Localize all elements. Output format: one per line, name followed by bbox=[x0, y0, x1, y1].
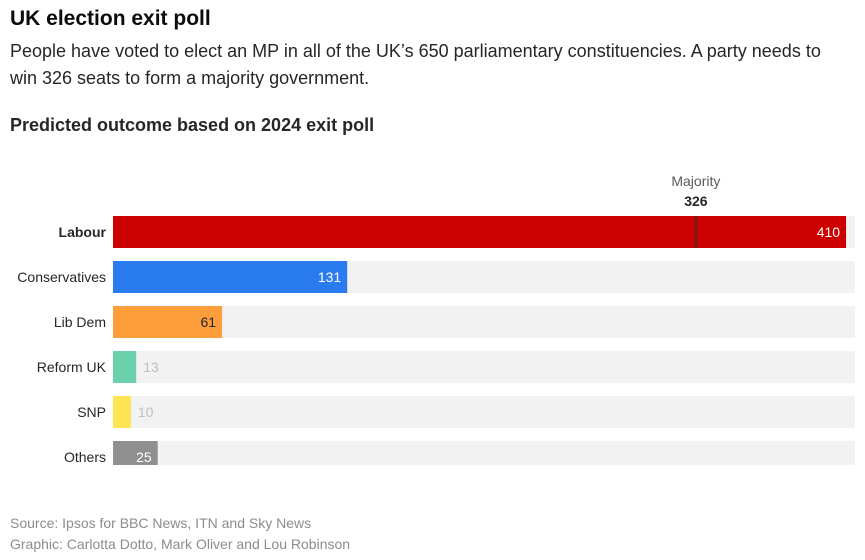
category-label-others: Others bbox=[64, 449, 106, 465]
majority-marker: Majority 326 bbox=[671, 173, 720, 248]
value-label-others: 25 bbox=[136, 449, 152, 465]
category-label-labour: Labour bbox=[59, 224, 107, 240]
category-label-lib-dem: Lib Dem bbox=[54, 314, 106, 330]
bar-lib-dem bbox=[113, 306, 223, 338]
category-label-conservatives: Conservatives bbox=[17, 269, 106, 285]
bar-row-conservatives: Conservatives 131 bbox=[17, 261, 855, 293]
bar-others bbox=[113, 441, 158, 465]
bar-row-labour: Labour 410 bbox=[59, 216, 855, 248]
value-label-snp: 10 bbox=[138, 404, 154, 420]
category-label-snp: SNP bbox=[77, 404, 106, 420]
source-text: Source: Ipsos for BBC News, ITN and Sky … bbox=[10, 515, 312, 531]
bar-row-snp: SNP 10 bbox=[77, 396, 855, 428]
majority-value: 326 bbox=[684, 193, 708, 209]
seat-projection-bar-chart: Labour 410 Conservatives 131 Lib Dem 61 Reform… bbox=[17, 173, 855, 465]
bar-reform-uk bbox=[113, 351, 137, 383]
bar-row-reform-uk: Reform UK 13 bbox=[37, 351, 855, 383]
value-label-lib-dem: 61 bbox=[200, 314, 216, 330]
credit-text: Graphic: Carlotta Dotto, Mark Oliver and… bbox=[10, 536, 351, 552]
bar-row-lib-dem: Lib Dem 61 bbox=[54, 306, 855, 338]
bar-labour bbox=[113, 216, 847, 248]
value-label-labour: 410 bbox=[817, 224, 841, 240]
value-label-conservatives: 131 bbox=[318, 269, 342, 285]
page-title: UK election exit poll bbox=[10, 7, 211, 30]
majority-label: Majority bbox=[671, 173, 720, 189]
bar-track-snp bbox=[113, 396, 855, 428]
category-label-reform-uk: Reform UK bbox=[37, 359, 107, 375]
bar-row-others: Others 25 bbox=[64, 441, 855, 465]
bar-track-reform-uk bbox=[113, 351, 855, 383]
bar-snp bbox=[113, 396, 131, 428]
bar-conservatives bbox=[113, 261, 348, 293]
bar-track-lib-dem bbox=[113, 306, 855, 338]
value-label-reform-uk: 13 bbox=[143, 359, 159, 375]
chart-source: Source: Ipsos for BBC News, ITN and Sky … bbox=[10, 513, 350, 555]
chart-title: Predicted outcome based on 2024 exit pol… bbox=[10, 115, 375, 135]
bar-track-others bbox=[113, 441, 855, 465]
page-subtitle: People have voted to elect an MP in all … bbox=[10, 41, 821, 88]
